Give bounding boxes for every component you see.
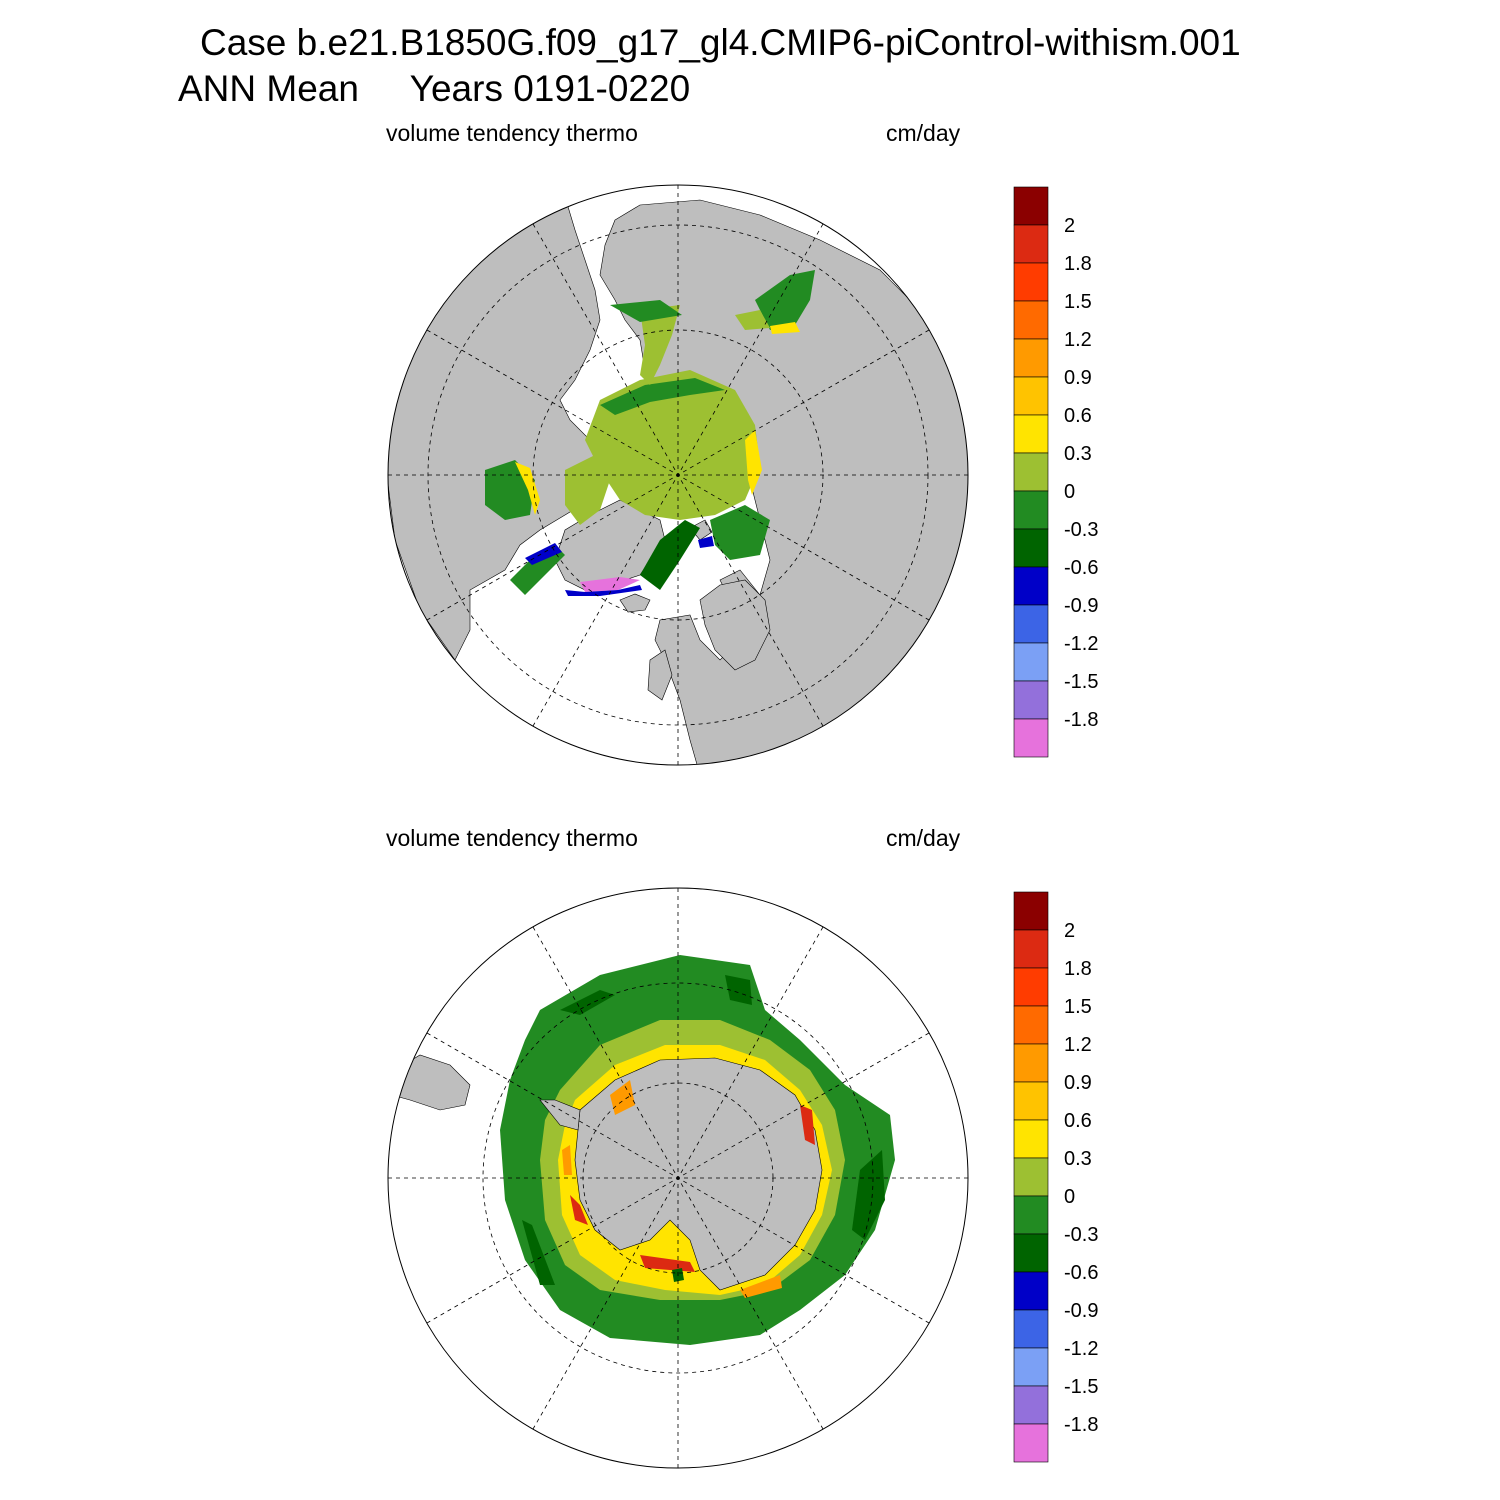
north-colorbar-swatch (1013, 528, 1049, 568)
south-colorbar-swatch (1013, 929, 1049, 969)
north-colorbar-label: 0 (1064, 481, 1075, 503)
north-colorbar-swatch (1013, 376, 1049, 416)
south-colorbar-swatch (1013, 967, 1049, 1007)
south-colorbar-label: 0.3 (1064, 1148, 1092, 1170)
south-colorbar-label: 0.9 (1064, 1072, 1092, 1094)
south-colorbar-label: -0.3 (1064, 1224, 1098, 1246)
north-colorbar-label: 0.3 (1064, 443, 1092, 465)
north-map-grid (388, 185, 968, 765)
coastal-strong-growth-2 (800, 1105, 815, 1145)
south-colorbar-label: 1.8 (1064, 958, 1092, 980)
antarctic-ice-dark-3 (852, 1150, 885, 1240)
bering-ice (640, 305, 680, 385)
south-colorbar-swatch (1013, 1233, 1049, 1273)
south-colorbar-swatch (1013, 1385, 1049, 1425)
antarctica-land (574, 1057, 823, 1291)
north-polar-map (387, 184, 969, 766)
antarctic-ice-dark-2 (725, 975, 752, 1005)
barents-ice (710, 505, 770, 560)
south-colorbar-label: -0.6 (1064, 1262, 1098, 1284)
plot-title-period: ANN Mean Years 0191-0220 (178, 68, 691, 109)
south-colorbar-swatch (1013, 1309, 1049, 1349)
north-colorbar-swatch (1013, 642, 1049, 682)
north-colorbar-label: -1.8 (1064, 709, 1098, 731)
north-units-label: cm/day (886, 120, 961, 146)
eurasian-margin (745, 430, 762, 495)
japan-sea-ice (735, 310, 770, 330)
north-colorbar-label: -0.6 (1064, 557, 1098, 579)
scandinavia-land (699, 579, 771, 671)
south-colorbar-label: -1.2 (1064, 1338, 1098, 1360)
coastal-growth-3 (562, 1145, 572, 1175)
hudson-bay-margin (515, 462, 540, 515)
north-colorbar-swatch (1013, 490, 1049, 530)
antarctic-ice-dark-4 (522, 1220, 555, 1285)
greenland-sea-ice (640, 520, 700, 590)
north-colorbar-label: -0.3 (1064, 519, 1098, 541)
bering-ice-edge (610, 300, 682, 322)
south-colorbar-label: -1.5 (1064, 1376, 1098, 1398)
arctic-ice-coastal-dark (600, 378, 725, 415)
north-colorbar-swatch (1013, 300, 1049, 340)
north-colorbar: 2 1.8 1.5 1.2 0.9 0.6 0.3 0 -0.3 -0.6 -0.9 -1.2 -1.5… (1013, 186, 1098, 758)
south-colorbar: 2 1.8 1.5 1.2 0.9 0.6 0.3 0 -0.3 -0.6 -0.9 -1.2 -1.5… (1013, 891, 1098, 1463)
south-colorbar-label: 0.6 (1064, 1110, 1092, 1132)
north-colorbar-label: 1.5 (1064, 291, 1092, 313)
north-variable-label: volume tendency thermo (386, 120, 638, 146)
north-colorbar-label: -0.9 (1064, 595, 1098, 617)
north-colorbar-swatch (1013, 224, 1049, 264)
south-colorbar-swatch (1013, 1005, 1049, 1045)
north-colorbar-label: -1.2 (1064, 633, 1098, 655)
north-colorbar-swatch (1013, 566, 1049, 606)
denmark-strait-edge (565, 585, 642, 596)
iceland-land (619, 593, 651, 613)
south-colorbar-label: -1.8 (1064, 1414, 1098, 1436)
south-colorbar-swatch (1013, 1271, 1049, 1311)
south-colorbar-swatch (1013, 1043, 1049, 1083)
south-colorbar-swatch (1013, 1081, 1049, 1121)
north-colorbar-swatch (1013, 262, 1049, 302)
south-colorbar-swatch (1013, 1347, 1049, 1387)
north-colorbar-label: -1.5 (1064, 671, 1098, 693)
south-colorbar-label: 1.2 (1064, 1034, 1092, 1056)
north-colorbar-label: 1.8 (1064, 253, 1092, 275)
archipelago-ice (565, 455, 610, 525)
labrador-ice (510, 545, 565, 595)
south-colorbar-label: 1.5 (1064, 996, 1092, 1018)
south-map-grid (388, 888, 968, 1468)
south-colorbar-swatch (1013, 1119, 1049, 1159)
north-colorbar-label: 1.2 (1064, 329, 1092, 351)
south-colorbar-label: -0.9 (1064, 1300, 1098, 1322)
british-isles-land (647, 649, 673, 701)
coastal-strong-growth-1 (640, 1255, 695, 1272)
antarctic-peninsula-land (539, 1099, 581, 1131)
south-variable-label: volume tendency thermo (386, 825, 638, 851)
north-colorbar-label: 2 (1064, 215, 1075, 237)
north-colorbar-swatch (1013, 186, 1049, 226)
south-colorbar-label: 2 (1064, 920, 1075, 942)
south-colorbar-label: 0 (1064, 1186, 1075, 1208)
south-colorbar-swatch (1013, 1157, 1049, 1197)
coastal-strong-growth-3 (570, 1195, 588, 1225)
north-colorbar-swatch (1013, 680, 1049, 720)
north-colorbar-swatch (1013, 338, 1049, 378)
plot-title-case: Case b.e21.B1850G.f09_g17_gl4.CMIP6-piCo… (200, 22, 1241, 63)
north-colorbar-swatch (1013, 604, 1049, 644)
north-colorbar-swatch (1013, 718, 1049, 758)
barents-melt (698, 536, 714, 548)
north-colorbar-swatch (1013, 452, 1049, 492)
south-units-label: cm/day (886, 825, 961, 851)
okhotsk-ice-edge (770, 322, 800, 334)
north-colorbar-label: 0.6 (1064, 405, 1092, 427)
south-colorbar-swatch (1013, 1195, 1049, 1235)
coastal-growth-2 (740, 1275, 782, 1298)
south-colorbar-swatch (1013, 891, 1049, 931)
denmark-strait-melt (580, 577, 640, 592)
north-colorbar-swatch (1013, 414, 1049, 454)
south-colorbar-swatch (1013, 1423, 1049, 1463)
south-polar-map (387, 887, 969, 1469)
north-colorbar-label: 0.9 (1064, 367, 1092, 389)
antarctic-ice-dark-1 (560, 990, 615, 1015)
